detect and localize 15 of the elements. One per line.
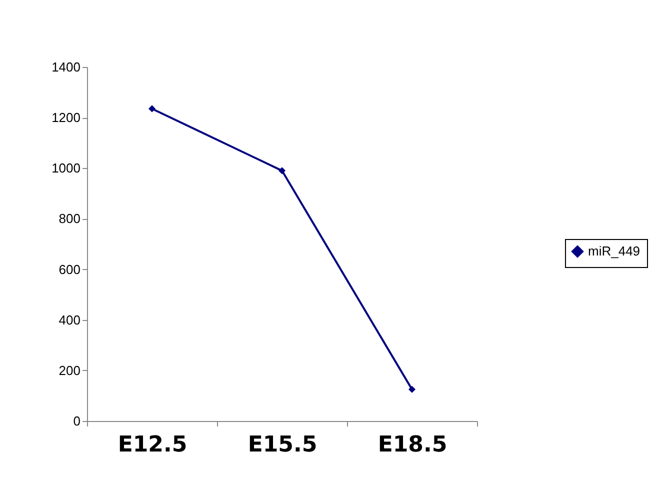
x-tick-label: E15.5 [248,432,318,458]
x-tick-label: E18.5 [378,432,448,458]
y-tick-label: 1200 [52,110,80,126]
y-tick-label: 1400 [52,60,80,74]
y-tick-label: 200 [58,362,80,378]
y-tick-label: 800 [58,211,80,226]
legend-label: miR_449 [588,244,640,258]
point [148,105,156,112]
point [408,386,416,393]
y-tick-label: 1000 [52,160,80,176]
point [278,167,286,174]
x-tick-label: E12.5 [118,432,188,458]
y-tick-label: 400 [58,312,80,328]
y-tick-label: 600 [58,262,80,277]
y-tick-label: 0 [73,414,80,428]
